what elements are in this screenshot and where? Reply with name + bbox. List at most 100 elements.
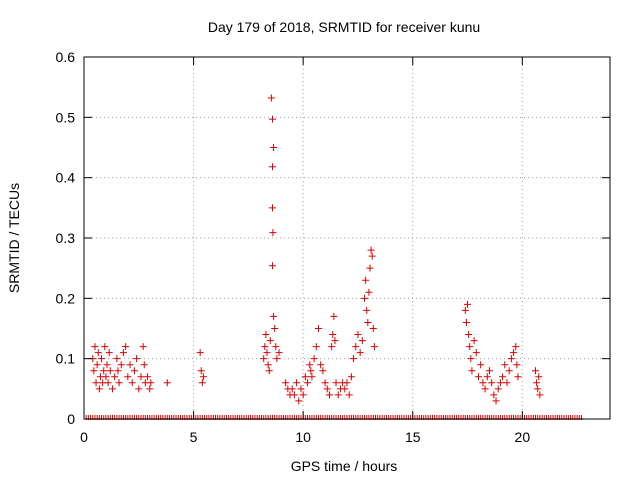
data-point [312,343,320,351]
x-tick-label: 15 [405,429,421,445]
data-point [307,367,315,375]
data-point [475,373,482,381]
data-point [295,397,303,405]
data-point [470,337,478,345]
data-point [163,379,171,387]
data-point [265,367,273,375]
grid-lines [84,57,610,419]
y-tick-label: 0.1 [56,351,76,367]
data-point [464,300,472,308]
data-point [323,385,331,393]
data-point [93,361,101,369]
data-point [534,385,542,393]
y-tick-label: 0 [67,411,75,427]
data-point [268,204,276,212]
plot-frame [83,56,611,420]
data-point [485,367,493,375]
data-points [89,94,544,405]
data-point [196,349,204,357]
data-point [362,276,370,284]
data-point [117,361,125,369]
data-point [370,343,378,351]
data-point [533,379,541,387]
data-point [499,373,507,381]
data-point [308,373,316,381]
data-point [297,385,305,393]
data-point [330,312,338,320]
data-point [364,318,372,326]
data-point [269,229,277,237]
data-point [146,385,154,393]
data-point [356,349,364,357]
data-point [135,385,143,393]
data-point [343,379,351,387]
data-point [264,361,272,369]
data-point [103,361,111,369]
data-point [512,343,520,351]
data-point [124,373,132,381]
data-point [352,343,360,351]
data-point [513,361,521,369]
y-axis-label: SRMTID / TECUs [6,183,22,293]
data-point [271,325,279,332]
data-point [317,361,325,369]
data-point [483,373,491,381]
data-point [198,379,206,387]
data-point [310,355,318,363]
data-point [94,349,102,357]
data-point [122,343,130,351]
data-point [363,306,371,314]
data-point [319,367,327,375]
data-point [325,391,333,399]
data-point [468,367,476,375]
data-point [115,379,123,387]
data-point [535,373,543,381]
data-point [92,379,100,387]
x-tick-label: 20 [515,429,531,445]
data-point [334,391,342,399]
data-point [354,331,362,339]
data-point [290,391,298,399]
data-point [329,331,337,339]
data-point [505,367,513,375]
data-point [332,379,340,387]
data-point [95,385,103,393]
data-point [262,331,270,339]
y-tick-label: 0.4 [56,170,76,186]
data-point [367,246,375,254]
data-point [263,349,271,357]
data-point [358,337,366,345]
data-point [288,385,296,393]
data-point [466,343,474,351]
data-point [139,343,147,351]
data-point [266,337,274,345]
data-point [510,349,518,357]
data-point [345,391,353,399]
data-point [144,373,152,381]
data-point [494,385,502,393]
data-point [268,262,276,270]
data-point [268,163,276,171]
axis-ticks [83,56,610,420]
chart-title: Day 179 of 2018, SRMTID for receiver kun… [208,19,480,35]
data-point [111,373,119,381]
data-point [328,343,336,351]
data-point [501,361,509,369]
data-point [507,355,515,363]
data-point [102,373,110,381]
data-point [98,355,106,363]
data-point [113,355,121,363]
data-point [90,367,98,375]
data-point [365,288,373,296]
data-point [199,373,207,381]
x-axis-label: GPS time / hours [291,458,398,474]
data-point [368,252,376,260]
data-point [130,367,138,375]
y-tick-label: 0.5 [56,109,76,125]
y-tick-label: 0.2 [56,290,76,306]
data-point [293,379,301,387]
data-point [331,337,339,345]
data-point [481,385,489,393]
data-point [272,343,280,351]
